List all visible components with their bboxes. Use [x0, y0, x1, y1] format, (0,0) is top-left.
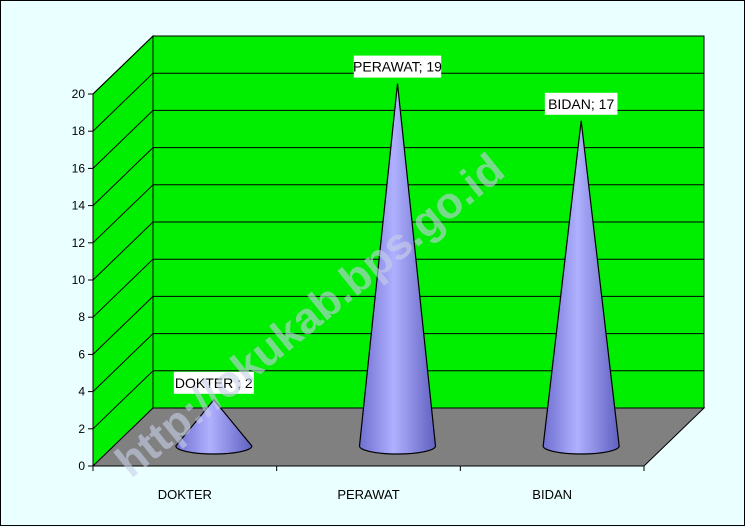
y-tick-label: 20	[72, 87, 86, 101]
y-tick-label: 4	[78, 385, 85, 399]
data-label: BIDAN; 17	[544, 92, 618, 115]
gridline-side	[92, 72, 154, 132]
y-tick-label: 18	[72, 124, 86, 138]
gridline-side	[92, 110, 154, 169]
x-axis: DOKTER PERAWAT BIDAN	[92, 465, 645, 502]
gridline-side	[92, 35, 154, 95]
gridlines	[92, 35, 704, 430]
gridline-side	[92, 221, 154, 281]
gridline-side	[92, 258, 154, 318]
data-labels: DOKTER ; 2 PERAWAT; 19 BIDAN; 17	[173, 55, 618, 394]
y-tick-label: 12	[72, 236, 86, 250]
x-tick-label: BIDAN	[532, 487, 572, 502]
cone-bidan	[542, 120, 620, 455]
y-tick-label: 16	[72, 161, 86, 175]
y-tick-label: 0	[78, 459, 85, 473]
y-axis: 0 2 4 6 8 10 12 14 16 18 20	[72, 87, 94, 473]
data-label-box	[353, 55, 442, 78]
data-label: DOKTER ; 2	[173, 371, 254, 394]
data-label-box	[173, 371, 254, 394]
gridline-side	[92, 296, 154, 355]
gridline-side	[92, 333, 154, 392]
y-tick-label: 10	[72, 273, 86, 287]
x-tick-label: PERAWAT	[337, 487, 399, 502]
gridline-side	[92, 184, 154, 244]
gridline-side	[92, 370, 154, 430]
cone-perawat	[358, 83, 437, 455]
data-label-box	[544, 92, 618, 115]
gridline-side	[92, 147, 154, 206]
cone-dokter	[175, 398, 253, 455]
x-tick-label: DOKTER	[158, 487, 212, 502]
y-tick-label: 2	[78, 422, 85, 436]
y-tick-label: 6	[78, 347, 85, 361]
y-tick-label: 14	[72, 199, 86, 213]
data-label: PERAWAT; 19	[353, 55, 442, 78]
data-label-text: PERAWAT; 19	[353, 59, 442, 75]
data-label-text: DOKTER ; 2	[175, 375, 253, 391]
data-label-text: BIDAN; 17	[548, 96, 614, 112]
y-tick-label: 8	[78, 310, 85, 324]
cones	[175, 83, 620, 455]
